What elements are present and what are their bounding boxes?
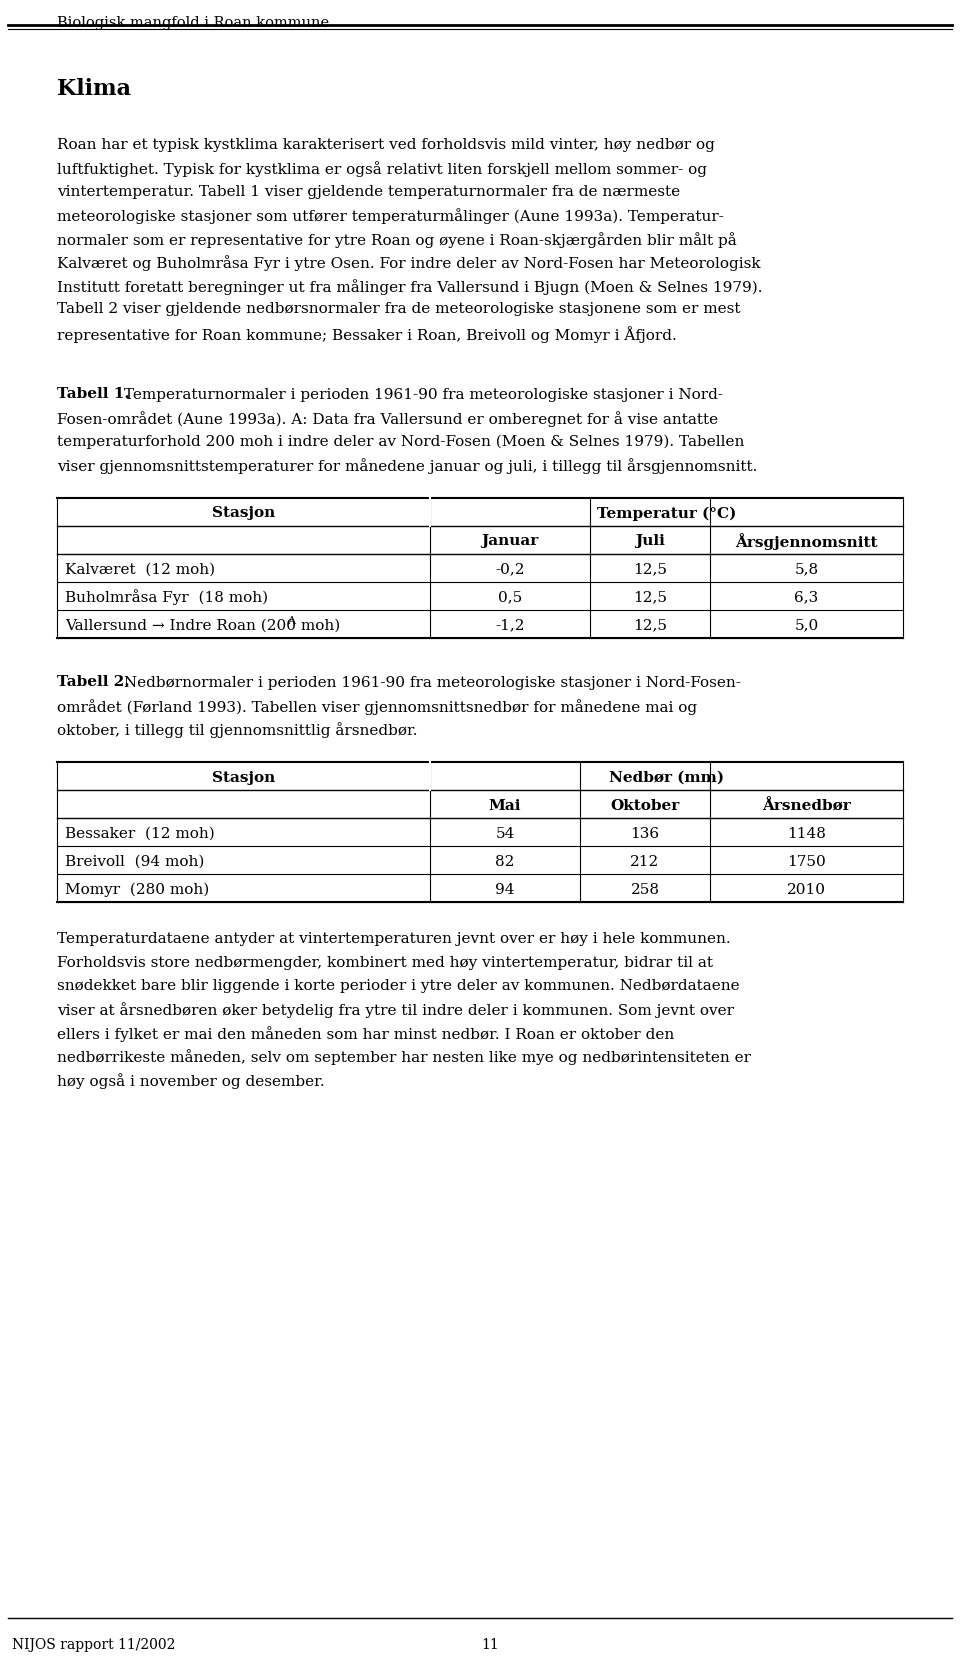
Text: -0,2: -0,2: [495, 562, 525, 576]
Text: Januar: Januar: [481, 534, 539, 549]
Text: Årsnedbør: Årsnedbør: [762, 798, 851, 813]
Text: NIJOS rapport 11/2002: NIJOS rapport 11/2002: [12, 1637, 176, 1652]
Text: A: A: [287, 615, 295, 625]
Text: 12,5: 12,5: [633, 619, 667, 632]
Text: 12,5: 12,5: [633, 562, 667, 576]
Text: nedbørrikeste måneden, selv om september har nesten like mye og nedbørintensitet: nedbørrikeste måneden, selv om september…: [57, 1050, 751, 1065]
Text: området (Førland 1993). Tabellen viser gjennomsnittsnedbør for månedene mai og: området (Førland 1993). Tabellen viser g…: [57, 698, 697, 715]
Text: Årsgjennomsnitt: Årsgjennomsnitt: [735, 533, 877, 549]
Text: 5,0: 5,0: [794, 619, 819, 632]
Text: Tabell 2.: Tabell 2.: [57, 675, 130, 690]
Text: temperaturforhold 200 moh i indre deler av Nord-Fosen (Moen & Selnes 1979). Tabe: temperaturforhold 200 moh i indre deler …: [57, 435, 744, 450]
Text: Juli: Juli: [636, 534, 665, 549]
Text: oktober, i tillegg til gjennomsnittlig årsnedbør.: oktober, i tillegg til gjennomsnittlig å…: [57, 723, 418, 738]
Text: 6,3: 6,3: [794, 591, 819, 604]
Text: Biologisk mangfold i Roan kommune: Biologisk mangfold i Roan kommune: [57, 17, 329, 30]
Text: Institutt foretatt beregninger ut fra målinger fra Vallersund i Bjugn (Moen & Se: Institutt foretatt beregninger ut fra må…: [57, 279, 762, 295]
Text: Fosen-området (Aune 1993a). A: Data fra Vallersund er omberegnet for å vise anta: Fosen-området (Aune 1993a). A: Data fra …: [57, 411, 718, 426]
Text: normaler som er representative for ytre Roan og øyene i Roan-skjærgården blir må: normaler som er representative for ytre …: [57, 232, 736, 247]
Text: Mai: Mai: [489, 800, 521, 813]
Text: høy også i november og desember.: høy også i november og desember.: [57, 1073, 324, 1088]
Text: Forholdsvis store nedbørmengder, kombinert med høy vintertemperatur, bidrar til : Forholdsvis store nedbørmengder, kombine…: [57, 956, 713, 969]
Text: Klima: Klima: [57, 78, 131, 100]
Text: Breivoll  (94 moh): Breivoll (94 moh): [65, 854, 204, 869]
Text: viser gjennomsnittstemperaturer for månedene januar og juli, i tillegg til årsgj: viser gjennomsnittstemperaturer for måne…: [57, 458, 757, 474]
Text: 12,5: 12,5: [633, 591, 667, 604]
Text: Momyr  (280 moh): Momyr (280 moh): [65, 883, 209, 898]
Text: vintertemperatur. Tabell 1 viser gjeldende temperaturnormaler fra de nærmeste: vintertemperatur. Tabell 1 viser gjelden…: [57, 186, 680, 199]
Text: Tabell 1.: Tabell 1.: [57, 388, 130, 401]
Text: Temperaturdataene antyder at vintertemperaturen jevnt over er høy i hele kommune: Temperaturdataene antyder at vintertempe…: [57, 932, 731, 946]
Text: 82: 82: [495, 854, 515, 869]
Text: luftfuktighet. Typisk for kystklima er også relativt liten forskjell mellom somm: luftfuktighet. Typisk for kystklima er o…: [57, 161, 707, 178]
Text: Tabell 2 viser gjeldende nedbørsnormaler fra de meteorologiske stasjonene som er: Tabell 2 viser gjeldende nedbørsnormaler…: [57, 302, 740, 317]
Text: 136: 136: [631, 826, 660, 841]
Text: 212: 212: [631, 854, 660, 869]
Text: 1148: 1148: [787, 826, 826, 841]
Text: Kalværet  (12 moh): Kalværet (12 moh): [65, 562, 215, 576]
Text: -1,2: -1,2: [495, 619, 525, 632]
Text: Nedbør (mm): Nedbør (mm): [609, 771, 724, 785]
Text: snødekket bare blir liggende i korte perioder i ytre deler av kommunen. Nedbørda: snødekket bare blir liggende i korte per…: [57, 979, 739, 994]
Text: 11: 11: [481, 1637, 499, 1652]
Text: Kalværet og Buholmråsa Fyr i ytre Osen. For indre deler av Nord-Fosen har Meteor: Kalværet og Buholmråsa Fyr i ytre Osen. …: [57, 255, 760, 272]
Text: Stasjon: Stasjon: [212, 771, 276, 785]
Text: Temperatur (°C): Temperatur (°C): [597, 506, 736, 521]
Text: Temperaturnormaler i perioden 1961-90 fra meteorologiske stasjoner i Nord-: Temperaturnormaler i perioden 1961-90 fr…: [119, 388, 723, 401]
Text: 94: 94: [495, 883, 515, 898]
Text: Nedbørnormaler i perioden 1961-90 fra meteorologiske stasjoner i Nord-Fosen-: Nedbørnormaler i perioden 1961-90 fra me…: [119, 675, 741, 690]
Text: Buholmråsa Fyr  (18 moh): Buholmråsa Fyr (18 moh): [65, 589, 268, 606]
Text: Bessaker  (12 moh): Bessaker (12 moh): [65, 826, 215, 841]
Text: representative for Roan kommune; Bessaker i Roan, Breivoll og Momyr i Åfjord.: representative for Roan kommune; Bessake…: [57, 327, 677, 343]
Text: 54: 54: [495, 826, 515, 841]
Text: Roan har et typisk kystklima karakterisert ved forholdsvis mild vinter, høy nedb: Roan har et typisk kystklima karakterise…: [57, 138, 715, 153]
Text: viser at årsnedbøren øker betydelig fra ytre til indre deler i kommunen. Som jev: viser at årsnedbøren øker betydelig fra …: [57, 1002, 734, 1019]
Text: 2010: 2010: [787, 883, 826, 898]
Text: Oktober: Oktober: [611, 800, 680, 813]
Text: Stasjon: Stasjon: [212, 506, 276, 521]
Text: 1750: 1750: [787, 854, 826, 869]
Text: 0,5: 0,5: [498, 591, 522, 604]
Text: 258: 258: [631, 883, 660, 898]
Text: meteorologiske stasjoner som utfører temperaturmålinger (Aune 1993a). Temperatur: meteorologiske stasjoner som utfører tem…: [57, 209, 724, 224]
Text: ellers i fylket er mai den måneden som har minst nedbør. I Roan er oktober den: ellers i fylket er mai den måneden som h…: [57, 1025, 674, 1042]
Text: 5,8: 5,8: [795, 562, 819, 576]
Text: Vallersund → Indre Roan (200 moh): Vallersund → Indre Roan (200 moh): [65, 619, 340, 632]
